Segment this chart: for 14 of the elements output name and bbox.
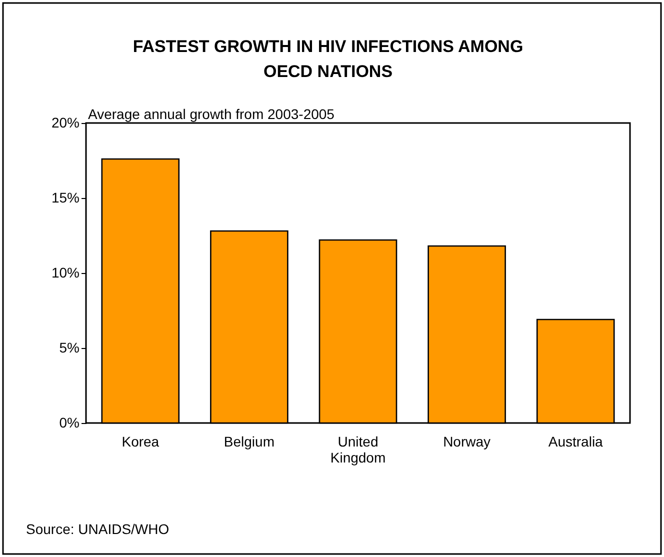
x-tick-label: Korea bbox=[122, 434, 160, 450]
x-tick-label: United Kingdom bbox=[330, 434, 386, 466]
chart-subtitle: Average annual growth from 2003-2005 bbox=[88, 106, 335, 122]
y-tick-label: 0% bbox=[59, 414, 80, 430]
x-tick-label: Belgium bbox=[224, 434, 274, 450]
y-tick-label: 15% bbox=[51, 190, 80, 206]
y-tick-label: 5% bbox=[59, 340, 80, 356]
text: FASTEST GROWTH IN HIV INFECTIONS AMONG bbox=[132, 37, 524, 56]
source-note: Source: UNAIDS/WHO bbox=[26, 521, 170, 537]
x-tick-label: Norway bbox=[443, 434, 491, 450]
y-tick-label: 10% bbox=[51, 264, 80, 280]
y-tick-label: 20% bbox=[51, 114, 80, 130]
x-tick-label: Australia bbox=[548, 434, 604, 450]
text: OECD NATIONS bbox=[263, 62, 393, 81]
